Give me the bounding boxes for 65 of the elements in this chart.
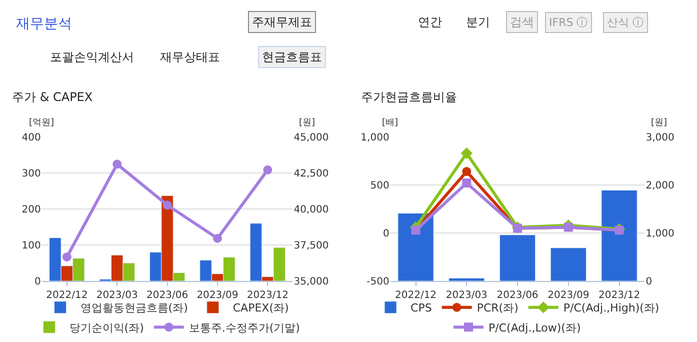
point — [112, 160, 122, 169]
text: 연간 — [418, 15, 442, 29]
y-axis-title: [배] — [382, 118, 398, 128]
x-tick-label: 2023/03 — [446, 290, 488, 302]
bar — [601, 190, 638, 282]
y2-tick-label: 3,000 — [646, 132, 674, 144]
text: 현금흐름표 — [262, 50, 322, 64]
y2-axis-title: [원] — [299, 118, 316, 128]
x-tick-label: 2023/12 — [246, 290, 288, 302]
point — [462, 178, 472, 188]
point — [162, 200, 172, 210]
x-tick-label: 2022/12 — [46, 290, 88, 302]
x-tick-label: 2023/06 — [146, 290, 188, 302]
chart-title: 주가현금흐름비율 — [361, 90, 457, 104]
x-tick-label: 2023/12 — [598, 290, 640, 302]
text: 재무상태표 — [160, 50, 220, 64]
y-tick-label: 200 — [22, 204, 41, 216]
text: 주재무제표 — [252, 15, 312, 29]
point — [212, 234, 222, 243]
y-tick-label: 0 — [382, 228, 390, 240]
point — [462, 167, 472, 176]
y2-axis-title: [원] — [651, 118, 668, 128]
point — [62, 252, 72, 262]
point — [460, 147, 472, 160]
bar — [448, 278, 485, 282]
legend-label: PCR(좌) — [476, 302, 518, 315]
y-tick-label: 400 — [22, 132, 41, 144]
series-label: CPS — [410, 302, 432, 315]
y2-tick-label: 40,000 — [294, 204, 329, 216]
y-tick-label: 0 — [34, 276, 41, 288]
y2-tick-label: 1,000 — [646, 228, 674, 240]
text: 재무분석 — [16, 16, 72, 32]
y-tick-label: 1,000 — [360, 132, 390, 144]
y-tick-label: 300 — [22, 168, 41, 180]
y2-tick-label: 37,500 — [294, 240, 329, 252]
point — [263, 165, 272, 174]
y-tick-label: 500 — [370, 180, 390, 192]
x-tick-label: 2023/06 — [496, 290, 538, 302]
legend-label: 영업활동현금흐름(좌) — [80, 302, 188, 315]
y2-tick-label: 45,000 — [294, 132, 329, 144]
legend-label: 당기순이익(좌) — [69, 321, 144, 334]
legend-label: 보통주.수정주가(기말) — [188, 321, 300, 334]
text: 분기 — [466, 15, 490, 29]
x-tick-label: 2022/12 — [394, 290, 437, 302]
y2-tick-label: 35,000 — [294, 276, 329, 288]
y-axis-title: [억원] — [29, 118, 54, 128]
text: 포괄손익계산서 — [50, 50, 134, 64]
chart-title: 주가 & CAPEX — [12, 90, 93, 104]
x-tick-label: 2023/09 — [548, 290, 590, 302]
y-tick-label: 100 — [22, 240, 41, 252]
x-tick-label: 2023/09 — [196, 290, 238, 302]
y2-tick-label: 0 — [646, 276, 652, 288]
y-tick-label: -500 — [366, 276, 390, 288]
legend-label: P/C(Adj.,Low)(좌) — [488, 321, 581, 334]
x-tick-label: 2023/03 — [96, 290, 138, 302]
bar — [499, 234, 536, 282]
text: IFRS ⓘ — [549, 16, 588, 29]
bar — [550, 248, 586, 282]
text: 검색 — [510, 15, 534, 29]
y2-tick-label: 2,000 — [646, 180, 674, 192]
bar — [398, 213, 434, 282]
legend-label: P/C(Adj.,High)(좌) — [563, 302, 660, 315]
y2-tick-label: 42,500 — [294, 168, 329, 180]
text: 산식 ⓘ — [607, 16, 644, 29]
legend-label: CAPEX(좌) — [232, 302, 289, 315]
